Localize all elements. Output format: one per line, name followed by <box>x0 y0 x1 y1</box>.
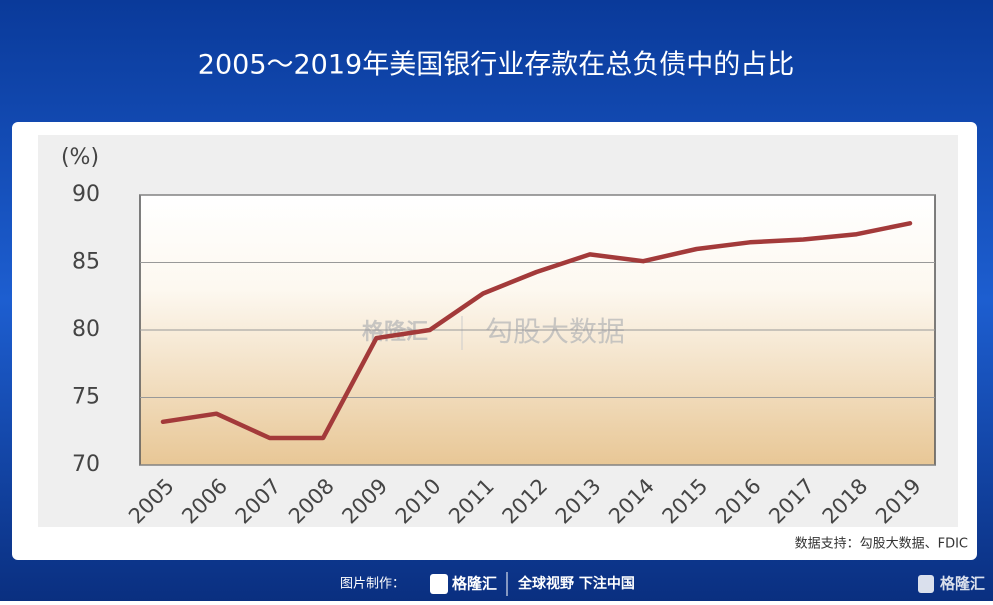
footer-made-by: 图片制作： <box>340 577 405 592</box>
y-tick-label: 90 <box>72 182 100 207</box>
y-tick-label: 80 <box>72 317 100 342</box>
footer-brand: 格隆汇 <box>452 575 497 593</box>
y-tick-label: 75 <box>72 385 100 410</box>
chart-title: 2005～2019年美国银行业存款在总负债中的占比 <box>198 50 794 81</box>
watermark-text: 勾股大数据 <box>485 315 625 348</box>
source: 数据支持：勾股大数据、FDIC <box>795 537 968 552</box>
footer-slogan: 全球视野 下注中国 <box>517 575 635 592</box>
y-tick-label: 70 <box>72 452 100 477</box>
footer-logo <box>430 574 448 594</box>
corner-brand: 格隆汇 <box>940 575 985 593</box>
corner-logo <box>918 575 934 593</box>
y-tick-label: 85 <box>72 250 100 275</box>
y-axis-label: (%) <box>61 145 99 170</box>
data-line <box>160 221 913 441</box>
